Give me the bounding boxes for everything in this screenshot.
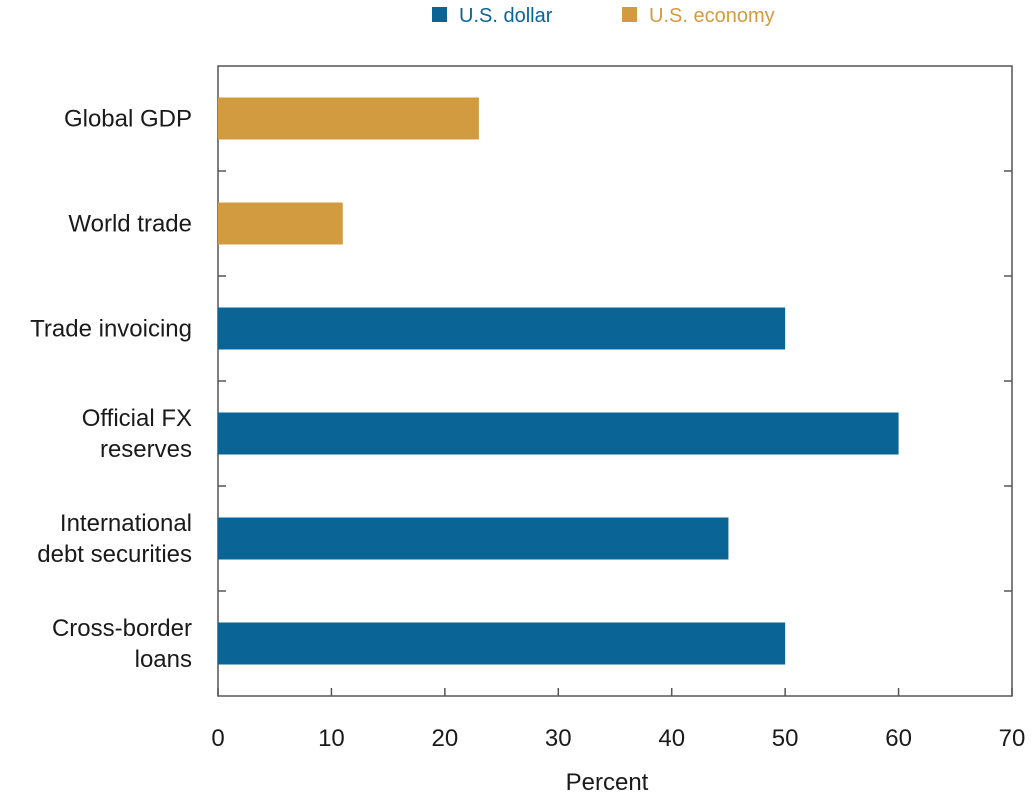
- x-tick-label: 20: [432, 725, 459, 752]
- x-axis-label: Percent: [566, 769, 649, 796]
- x-tick-label: 50: [772, 725, 799, 752]
- y-axis-labels: Global GDP World trade Trade invoicing Offi…: [30, 106, 192, 674]
- bar-4: [218, 412, 899, 455]
- legend-swatch-1: [432, 7, 447, 22]
- x-tick-label: 10: [318, 725, 345, 752]
- category-label: reserves: [100, 436, 192, 463]
- x-tick-label: 0: [211, 725, 224, 752]
- category-label: Official FX: [82, 405, 192, 432]
- x-tick-label: 60: [885, 725, 912, 752]
- bar-2: [218, 202, 343, 245]
- bar-5: [218, 517, 729, 560]
- bar-6: [218, 622, 786, 665]
- legend-label-2: U.S. economy: [649, 5, 775, 27]
- x-tick-label: 30: [545, 725, 572, 752]
- category-label: Trade invoicing: [30, 316, 192, 343]
- legend-swatch-2: [622, 7, 637, 22]
- bar-3: [218, 307, 786, 350]
- category-label: World trade: [68, 211, 192, 238]
- legend-label-1: U.S. dollar: [459, 5, 553, 27]
- plot-area: [217, 65, 1013, 697]
- legend: U.S. dollar U.S. economy: [432, 5, 775, 27]
- y-axis-ticks: [218, 170, 1012, 592]
- x-axis: 0 10 20 30 40 50 60 70: [211, 688, 1025, 752]
- category-label: International: [60, 510, 192, 537]
- category-label: debt securities: [37, 541, 192, 568]
- bars: [218, 97, 899, 665]
- category-label: Global GDP: [64, 106, 192, 133]
- bar-1: [218, 97, 479, 140]
- x-tick-label: 40: [658, 725, 685, 752]
- category-label: Cross-border: [52, 615, 192, 642]
- x-tick-label: 70: [999, 725, 1026, 752]
- category-label: loans: [135, 646, 192, 673]
